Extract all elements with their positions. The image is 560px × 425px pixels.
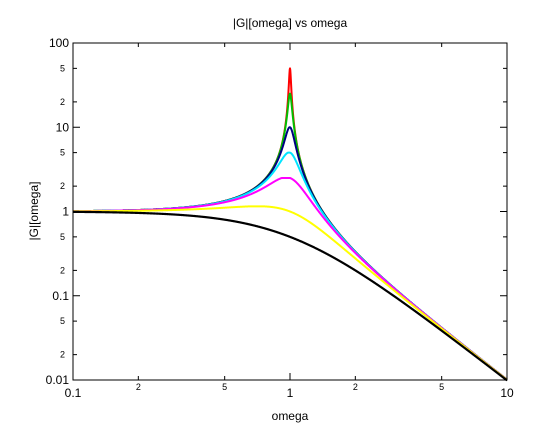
- x-tick-label-minor-0: 2: [136, 382, 141, 392]
- x-tick-label-minor-1: 5: [222, 382, 227, 392]
- y-tick-label-major-1: 0.1: [52, 289, 69, 303]
- series-line-5: [72, 205, 508, 381]
- x-tick-label-major-2: 10: [500, 386, 514, 400]
- chart-title: |G|[omega] vs omega: [233, 16, 348, 30]
- x-tick-label-major-0: 0.1: [65, 386, 82, 400]
- series-line-6: [72, 210, 508, 382]
- y-tick-label-minor-7: 5: [60, 63, 65, 73]
- y-tick-label-minor-1: 5: [60, 316, 65, 326]
- x-tick-label-major-1: 1: [287, 386, 294, 400]
- x-tick-label-minor-3: 5: [439, 382, 444, 392]
- y-tick-label-major-0: 0.01: [46, 373, 70, 387]
- series-layer: [72, 67, 508, 382]
- y-tick-label-minor-0: 2: [60, 350, 65, 360]
- y-tick-label-minor-4: 2: [60, 181, 65, 191]
- y-tick-label-major-2: 1: [62, 205, 69, 219]
- y-tick-label-major-3: 10: [56, 120, 70, 134]
- y-tick-label-minor-5: 5: [60, 148, 65, 158]
- y-tick-label-major-4: 100: [49, 36, 69, 50]
- y-axis-title: |G|[omega]: [27, 182, 41, 241]
- y-tick-label-minor-2: 2: [60, 265, 65, 275]
- x-tick-label-minor-2: 2: [353, 382, 358, 392]
- y-tick-label-minor-3: 5: [60, 232, 65, 242]
- x-axis-title: omega: [272, 409, 309, 423]
- y-tick-label-minor-6: 2: [60, 97, 65, 107]
